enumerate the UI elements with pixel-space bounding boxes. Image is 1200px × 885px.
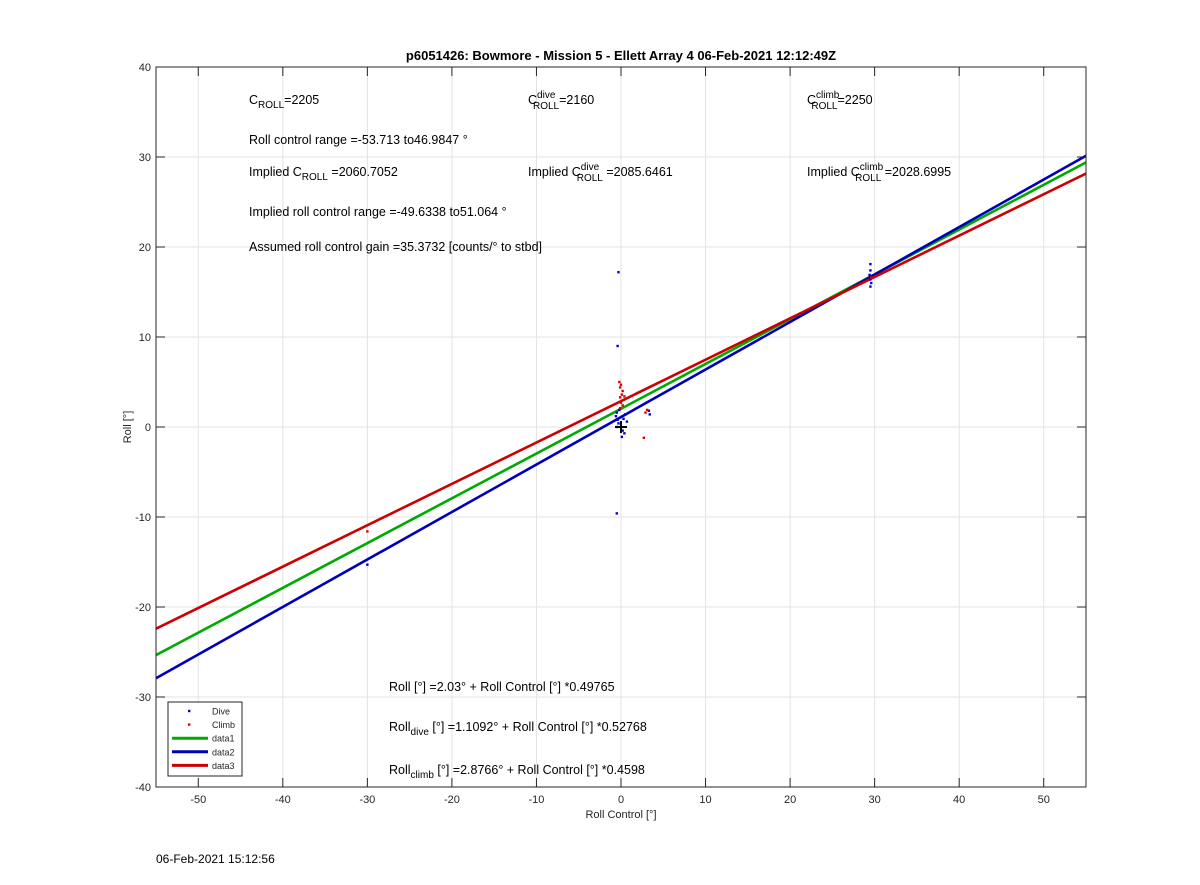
axis-ticks: -50 -40 -30 -20 -10 0 10 20 30 40 50 -40 -30 -20 -10 0 1… [135,62,1086,806]
grid [156,67,1086,787]
point-climb [623,395,626,398]
point-dive [870,281,873,285]
legend-marker-dive [188,709,191,713]
y-tick-label: 10 [139,332,151,344]
y-tick-label: 0 [145,422,151,434]
x-tick-label: 10 [699,794,711,806]
point-climb [870,276,873,279]
point-dive [622,417,625,421]
annot-fit-dive: Rolldive [°] =1.1092° + Roll Control [°]… [389,720,647,738]
annot-implied-c-roll-dive: Implied Cdive ROLL =2085.6461 [528,162,673,184]
point-dive [648,413,651,416]
point-climb [619,383,623,386]
point-climb [621,404,624,407]
point-climb [642,436,646,439]
y-tick-label: -20 [135,602,151,614]
point-dive [615,411,618,414]
point-dive [614,415,618,418]
point-climb [621,389,624,393]
point-dive [615,512,618,515]
point-dive [869,262,872,266]
x-tick-label: 50 [1038,794,1050,806]
point-climb [644,411,647,414]
x-tick-label: 30 [869,794,881,806]
legend: Dive Climb data1 data2 data3 [167,701,243,777]
fit-line-data3 [156,172,1086,630]
point-climb [618,406,622,410]
x-tick-label: -40 [275,794,291,806]
annot-implied-c-roll-climb: Implied Cclimb ROLL =2028.6995 [807,162,951,184]
annot-c-roll: CROLL=2205 [249,93,319,111]
x-tick-label: 40 [953,794,965,806]
annot-implied-c-roll: Implied CROLL =2060.7052 [249,165,398,183]
annot-c-roll-climb: Cclimb ROLL=2250 [807,90,873,112]
annotations: CROLL=2205 Cdive ROLL=2160 Cclimb ROLL=2250 R… [249,90,951,781]
chart-title: p6051426: Bowmore - Mission 5 - Ellett A… [406,48,836,63]
legend-label: data2 [212,747,235,757]
point-dive [621,429,624,432]
annot-fit-climb: Rollclimb [°] =2.8766° + Roll Control [°… [389,763,645,781]
point-dive [618,408,621,412]
y-tick-label: 20 [139,242,151,254]
point-dive [617,422,620,425]
point-climb [618,380,621,384]
point-dive [366,563,369,566]
point-dive [869,278,872,281]
point-climb [618,396,622,399]
y-tick-label: -30 [135,692,151,704]
point-dive [869,285,872,288]
point-dive [623,432,626,435]
point-climb [646,408,649,412]
legend-label: Climb [212,720,235,730]
point-dive [625,420,629,423]
point-dive [868,273,871,277]
x-tick-label: -30 [359,794,375,806]
y-axis-label: Roll [°] [122,411,134,444]
point-climb [366,530,369,533]
annot-fit-all: Roll [°] =2.03° + Roll Control [°] *0.49… [389,680,615,694]
legend-label: data1 [212,734,235,744]
legend-label: Dive [212,707,230,717]
legend-marker-climb [188,723,191,726]
annot-roll-range: Roll control range =-53.713 to46.9847 ° [249,133,468,147]
y-tick-label: 40 [139,62,151,74]
x-tick-label: -10 [529,794,545,806]
point-dive [647,409,651,412]
x-tick-label: -50 [190,794,206,806]
legend-label: data3 [212,761,235,771]
point-climb [619,401,623,404]
x-tick-label: 0 [618,794,624,806]
axis-labels: p6051426: Bowmore - Mission 5 - Ellett A… [122,48,836,821]
x-axis-label: Roll Control [°] [585,809,656,821]
point-dive [620,435,624,439]
point-climb [622,398,625,402]
footer-timestamp: 06-Feb-2021 15:12:56 [156,852,275,866]
point-dive [624,413,627,416]
point-climb [618,386,622,389]
point-dive [617,271,620,274]
x-tick-label: -20 [444,794,460,806]
y-tick-label: 30 [139,152,151,164]
annot-implied-range: Implied roll control range =-49.6338 to5… [249,205,507,219]
point-dive [616,344,619,348]
point-dive [616,418,619,421]
annot-c-roll-dive: Cdive ROLL=2160 [528,90,594,112]
origin-cross-marker [615,421,627,433]
data-points [366,262,873,566]
y-tick-label: -10 [135,512,151,524]
y-tick-label: -40 [135,782,151,794]
point-climb [620,393,624,396]
x-tick-label: 20 [784,794,796,806]
point-dive [869,269,872,272]
fit-line-data2 [156,154,1086,680]
annot-gain: Assumed roll control gain =35.3732 [coun… [249,240,542,254]
